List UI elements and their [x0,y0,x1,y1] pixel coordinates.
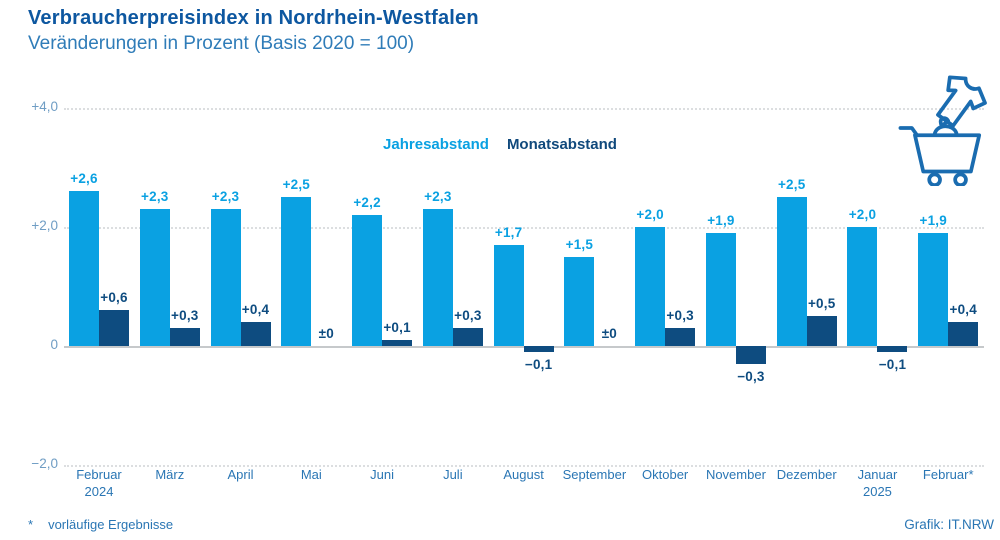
bar-value-label: +1,9 [919,212,947,228]
bar-value-label: −0,3 [737,368,765,384]
bar-value-label: +2,5 [777,177,806,193]
bar-jahresabstand [139,209,170,346]
credit-text: Grafik: IT.NRW [904,517,994,532]
y-axis-tick-label: +4,0 [31,99,58,114]
bar-value-label: −0,1 [524,356,553,372]
bar-value-label: ±0 [601,326,618,341]
bar-value-label: +0,3 [666,308,694,324]
bar-monatsabstand [382,340,413,346]
bar-jahresabstand [422,209,453,346]
bar-value-label: +0,1 [383,320,411,336]
bar-value-label: +2,3 [424,189,452,205]
x-axis-month-label: November [705,467,766,482]
bar-value-label: +0,6 [100,290,128,306]
page-subtitle: Veränderungen in Prozent (Basis 2020 = 1… [28,33,415,54]
bar-jahresabstand [69,191,99,346]
bar-jahresabstand [352,215,383,346]
bar-value-label: +2,0 [636,207,664,222]
bar-jahresabstand [918,232,949,346]
bar-value-label: +2,0 [848,207,877,222]
y-axis-tick-label: 0 [50,337,58,352]
clothing-shopping-cart-icon [898,75,987,186]
bar-jahresabstand [493,244,524,346]
bar-value-label: +2,5 [282,177,311,193]
bar-monatsabstand [99,310,129,346]
footnote-text: vorläufige Ergebnisse [48,517,174,532]
bar-value-label: +0,4 [949,302,977,318]
bar-value-label: +0,3 [171,308,199,324]
bar-jahresabstand [635,227,666,346]
x-axis-month-label: Mai [300,467,322,482]
bar-value-label: +2,3 [141,189,169,205]
x-axis-month-label: Juni [370,467,394,482]
bar-jahresabstand [776,197,807,346]
page-title: Verbraucherpreisindex in Nordrhein-Westf… [28,7,479,29]
bar-monatsabstand [240,322,271,346]
x-axis-month-label: August [503,467,544,482]
x-axis-month-label: Oktober [642,467,689,482]
bar-value-label: +0,4 [241,302,270,318]
bar-jahresabstand [847,227,878,346]
gridline [64,227,984,229]
y-axis-tick-label: −2,0 [31,456,58,471]
bar-value-label: +0,3 [454,308,482,324]
bar-monatsabstand [806,316,837,346]
bar-value-label: +1,5 [565,236,594,252]
bar-value-label: −0,1 [878,356,907,372]
gridline [64,108,984,110]
footnote-marker: * [28,517,34,532]
bar-value-label: ±0 [318,326,334,341]
bar-monatsabstand [735,346,766,364]
x-axis-month-label: April [227,467,254,482]
bar-value-label: +2,2 [353,195,381,211]
bar-value-label: +0,5 [807,296,836,312]
bar-jahresabstand [210,209,241,346]
bar-monatsabstand [665,328,696,346]
bar-monatsabstand [452,328,483,346]
x-axis-month-label: Dezember [776,467,837,482]
x-axis-month-label: März [155,467,185,482]
bar-jahresabstand [564,256,595,346]
x-axis-month-label: Juli [443,467,463,482]
x-axis-month-label: Januar 2025 [857,467,898,499]
bar-value-label: +1,9 [707,212,735,228]
bar-monatsabstand [169,328,200,346]
bar-monatsabstand [877,346,908,352]
bar-value-label: +1,7 [494,224,523,240]
x-axis-month-label: Februar 2024 [76,467,122,499]
bar-value-label: +2,6 [70,171,98,187]
bar-jahresabstand [705,232,736,346]
bar-value-label: +2,3 [211,189,240,205]
x-axis-month-label: Februar* [922,467,974,482]
footnote: * vorläufige Ergebnisse [28,517,173,532]
bar-jahresabstand [281,197,312,346]
y-axis-tick-label: +2,0 [31,218,58,233]
x-axis-month-label: September [562,467,627,482]
bar-monatsabstand [948,322,979,346]
gridline [64,465,984,467]
bar-monatsabstand [523,346,554,352]
